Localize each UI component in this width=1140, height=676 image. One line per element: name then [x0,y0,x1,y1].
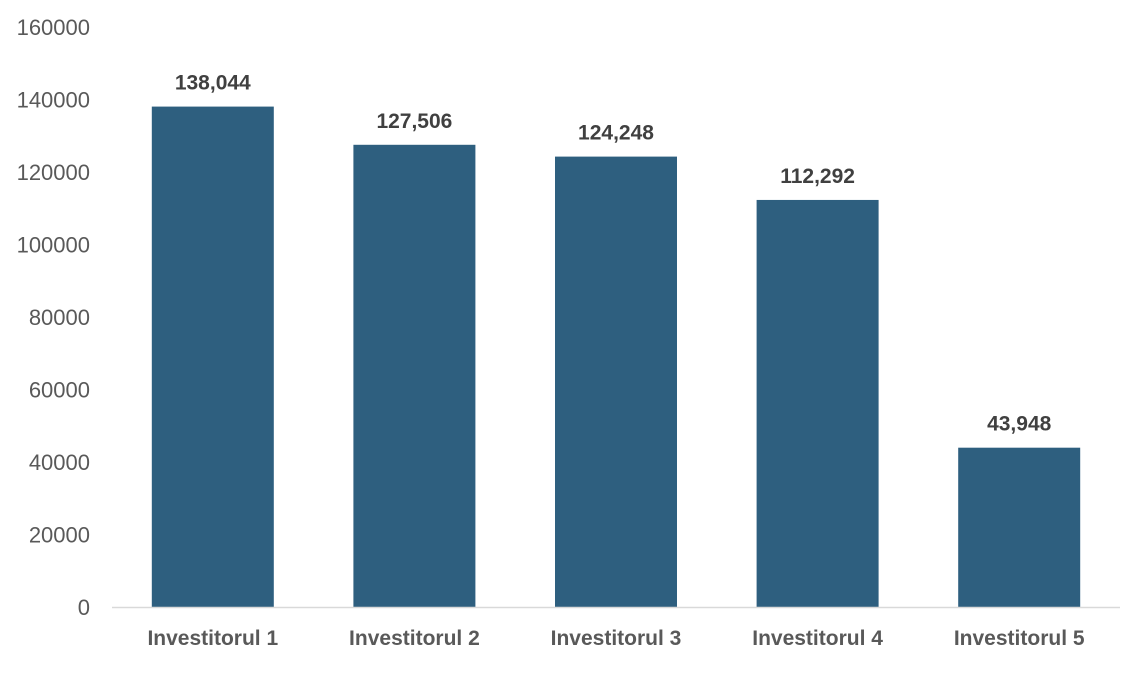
y-tick-label: 160000 [17,15,90,40]
bar-value-label: 138,044 [175,72,251,95]
y-tick-label: 140000 [17,88,90,113]
y-tick-label: 60000 [29,378,90,403]
bar [151,106,274,607]
bar [353,144,476,607]
bar [555,156,677,607]
y-tick-label: 100000 [17,233,90,258]
y-tick-label: 80000 [29,305,90,330]
bar-value-label: 124,248 [578,122,654,145]
bar [958,447,1081,607]
x-tick-label: Investitorul 1 [147,627,278,650]
bar [756,199,879,607]
y-tick-label: 0 [78,595,90,620]
x-axis: Investitorul 1 Investitorul 2 Investitorul… [147,627,1084,650]
y-tick-label: 20000 [29,523,90,548]
y-tick-label: 40000 [29,450,90,475]
bars [151,106,1081,607]
x-tick-label: Investitorul 4 [752,627,883,650]
bar-value-label: 43,948 [987,413,1052,436]
x-tick-label: Investitorul 2 [349,627,480,650]
bar-value-label: 112,292 [780,165,855,188]
x-tick-label: Investitorul 3 [551,627,682,650]
y-tick-label: 120000 [17,160,90,185]
x-tick-label: Investitorul 5 [954,627,1085,650]
bar-value-label: 127,506 [376,110,452,133]
y-axis: 0 20000 40000 60000 80000 100000 120000 140000 1… [17,15,90,620]
data-labels: 138,044 127,506 124,248 112,292 43,948 [175,72,1052,436]
